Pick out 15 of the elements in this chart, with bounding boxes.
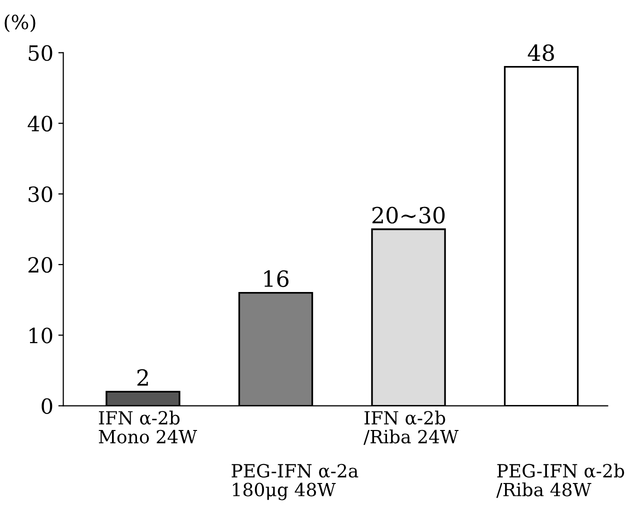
y-tick-label: 0 (42, 398, 52, 414)
x-tick-label: IFN α-2b /Riba 24W (364, 410, 459, 445)
data-label: 2 (137, 369, 148, 386)
data-label: 16 (264, 270, 288, 288)
x-tick-label: IFN α-2b Mono 24W (98, 410, 198, 444)
x-tick-label: PEG-IFN α-2b /Riba 48W (496, 464, 624, 498)
y-axis-title: (%) (4, 14, 36, 32)
y-tick-label: 40 (28, 116, 52, 132)
y-tick-label: 30 (28, 186, 52, 202)
y-tick-label: 50 (28, 45, 52, 61)
y-tick-label: 20 (28, 257, 52, 273)
data-label: 48 (528, 44, 554, 62)
y-tick-label: 10 (30, 328, 52, 344)
annotation: 20∼30 (372, 206, 445, 224)
x-tick-label: PEG-IFN α-2a 180μg 48W (232, 464, 358, 500)
